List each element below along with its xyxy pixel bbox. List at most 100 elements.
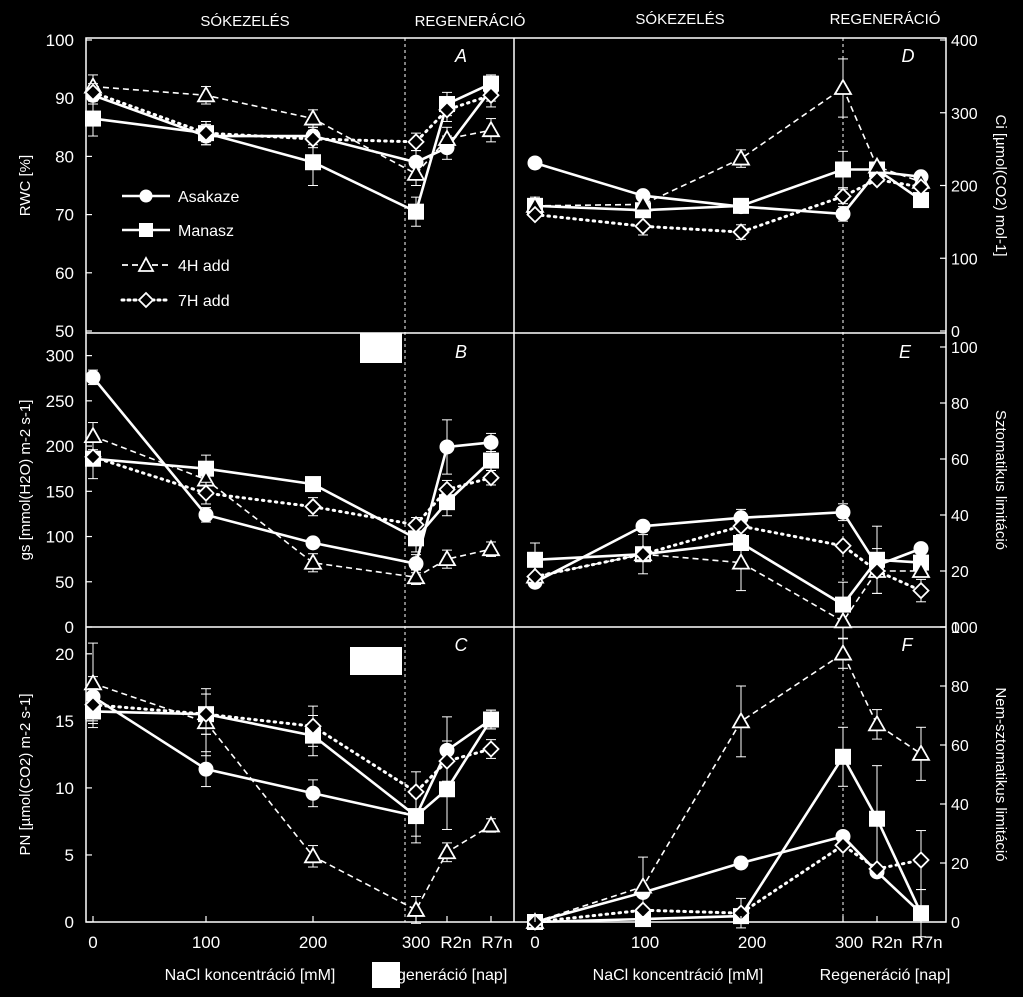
data-point-circle	[835, 206, 851, 222]
data-point-diamond	[834, 836, 852, 855]
x-axis-label-right-conc: NaCl koncentráció [mM]	[593, 967, 764, 984]
data-point-triangle	[633, 194, 653, 212]
data-point-diamond	[84, 448, 102, 466]
data-point-triangle	[406, 900, 426, 917]
y-axis-label: Ci [µmol(CO2) mol-1]	[992, 115, 1009, 257]
series-7h-add	[526, 517, 930, 603]
y-tick-label: 300	[951, 106, 978, 123]
data-point-diamond	[834, 187, 852, 206]
white-mask-box	[372, 962, 400, 988]
data-point-triangle	[83, 426, 103, 444]
x-tick-left-200: 200	[299, 933, 327, 952]
y-tick-label: 100	[46, 528, 74, 547]
x-tick-right-100: 100	[631, 933, 659, 952]
data-point-square	[835, 161, 851, 178]
series-line	[533, 524, 923, 593]
data-point-diamond	[438, 752, 456, 770]
data-point-circle	[408, 556, 424, 572]
data-point-square	[733, 197, 749, 214]
data-point-diamond	[304, 130, 322, 148]
panel-letter: B	[455, 342, 467, 362]
data-point-diamond	[912, 178, 930, 196]
y-tick-label: 0	[951, 620, 960, 637]
series-7h-add	[84, 83, 500, 152]
panel-letter: C	[455, 635, 469, 655]
y-tick-label: 50	[55, 573, 74, 592]
data-point-triangle	[437, 842, 457, 860]
header-left-treatment: SÓKEZELÉS	[200, 13, 289, 30]
data-point-triangle	[833, 611, 853, 629]
panel-letter: D	[902, 46, 915, 66]
data-point-diamond	[407, 516, 425, 534]
data-point-diamond	[304, 497, 322, 516]
y-tick-label: 50	[55, 322, 74, 341]
panel-b: B 0 50 100 150 200 250 300 gs [mmol(H2O) m-2 s-1…	[17, 342, 501, 637]
y-tick-label: 100	[951, 620, 978, 637]
series-asakaze	[85, 369, 499, 574]
y-tick-label: 250	[46, 392, 74, 411]
data-point-diamond	[732, 223, 750, 241]
data-point-circle	[835, 504, 851, 520]
x-tick-right-0: 0	[530, 933, 539, 952]
data-point-triangle	[196, 85, 216, 103]
x-axis-label-left-regen: regeneráció [nap]	[383, 967, 508, 984]
series-line	[92, 710, 493, 818]
y-tick-label: 0	[65, 618, 74, 637]
data-point-diamond	[634, 217, 652, 236]
y-axis-label: Nem-sztomatikus limitáció	[992, 687, 1009, 861]
y-tick-label: 80	[951, 679, 969, 696]
y-tick-label: 20	[951, 564, 969, 581]
y-tick-label: 200	[951, 179, 978, 196]
legend-label: 4H add	[178, 258, 230, 275]
data-point-triangle	[911, 561, 931, 578]
panel-d: D 0 100 200 300 400 Ci [µmol(CO2) mol-1]	[525, 33, 1009, 341]
data-point-diamond	[304, 717, 322, 735]
data-point-square	[305, 476, 321, 493]
series-7h-add	[526, 170, 930, 241]
data-point-triangle	[406, 567, 426, 585]
panel-letter: F	[902, 635, 914, 655]
x-axis-label-right-regen: Regeneráció [nap]	[820, 967, 951, 984]
data-point-diamond	[912, 581, 930, 600]
series-line	[91, 455, 493, 527]
data-point-diamond	[438, 101, 456, 119]
data-point-circle	[527, 155, 543, 171]
data-point-circle	[835, 828, 851, 844]
y-tick-label: 5	[65, 846, 74, 865]
panel-letter: E	[899, 342, 912, 362]
data-point-triangle	[833, 643, 853, 661]
data-point-triangle	[303, 552, 323, 570]
series-line	[92, 682, 492, 912]
data-point-square	[439, 781, 455, 798]
y-tick-label: 100	[951, 340, 978, 357]
y-tick-label: 40	[951, 508, 969, 525]
y-tick-label: 20	[55, 645, 74, 664]
y-tick-label: 0	[951, 915, 960, 932]
data-point-diamond	[868, 860, 886, 878]
series-line	[92, 85, 492, 175]
y-tick-label: 90	[55, 89, 74, 108]
legend-entry-7h-add: 7H add	[120, 291, 230, 310]
data-point-diamond	[526, 205, 544, 224]
data-point-triangle	[481, 815, 501, 833]
data-point-triangle	[437, 549, 457, 567]
series-7h-add	[84, 448, 500, 534]
data-point-square	[913, 905, 929, 922]
data-point-circle	[733, 855, 749, 871]
data-point-diamond	[197, 705, 215, 723]
data-point-circle	[635, 518, 651, 534]
series-7h-add	[84, 688, 500, 813]
panel-frames	[85, 37, 947, 923]
data-point-square	[408, 530, 424, 547]
data-point-diamond	[834, 537, 852, 555]
data-point-diamond	[482, 468, 500, 487]
data-point-triangle	[833, 78, 853, 95]
y-tick-label: 60	[951, 738, 969, 755]
legend-entry-asakaze: Asakaze	[122, 189, 239, 206]
header-left-regeneration: REGENERÁCIÓ	[415, 13, 526, 30]
data-point-square	[408, 203, 424, 220]
data-point-circle	[913, 541, 929, 557]
white-mask-box	[350, 647, 402, 675]
